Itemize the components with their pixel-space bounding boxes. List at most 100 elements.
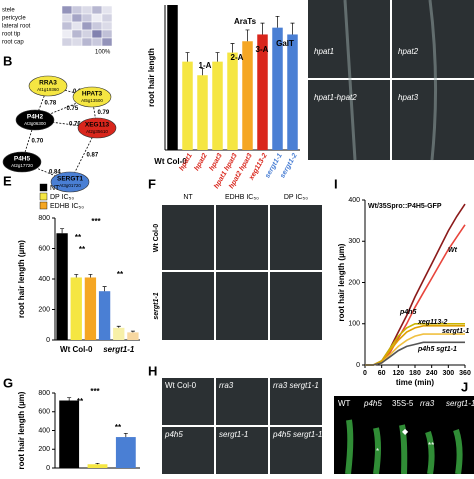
legend-label: NT [50, 185, 60, 192]
error-bar [116, 325, 121, 328]
image-label: hpat2 [398, 47, 419, 56]
column-label: DP IC₅₀ [284, 194, 308, 201]
y-tick-label: 800 [38, 215, 50, 222]
node-name: HPAT3 [82, 91, 103, 98]
error-bar [215, 52, 220, 62]
edge-label: 0.70 [32, 139, 44, 145]
image-label: rra3 [420, 399, 435, 408]
x-tick-label: hpat2 [193, 152, 208, 172]
y-axis-title: root hair length [147, 48, 156, 107]
panel-label: I [334, 176, 338, 191]
heatmap-cell [91, 21, 103, 31]
image-label: hpat3 [398, 93, 419, 102]
node [50, 171, 90, 193]
y-tick-label: 0 [46, 337, 50, 344]
y-tick-label: 0 [356, 362, 360, 369]
node-name: XEG113 [85, 122, 110, 129]
bar [87, 464, 108, 468]
error-bar [230, 43, 235, 53]
heatmap-cell [81, 29, 93, 39]
error-bar [130, 330, 135, 333]
heatmap-cell [91, 29, 103, 39]
x-tick-label: Wt Col-0 [154, 157, 187, 166]
legend-label: DP IC₅₀ [50, 194, 74, 201]
error-bar [200, 68, 205, 76]
heatmap-cell [81, 13, 93, 23]
bar [56, 233, 68, 340]
image-label: WT [338, 399, 351, 408]
panel-label: H [148, 363, 157, 378]
error-bar [95, 462, 100, 465]
row-label: root cap [2, 40, 24, 46]
panel-j: WT p4h5 35S-5 rra3 sergt1-1 * ◆ ** [334, 396, 474, 475]
x-tick-label: 300 [442, 370, 454, 377]
panel-label: J [461, 379, 468, 394]
node [2, 151, 42, 173]
bar [182, 61, 193, 150]
x-axis-title: time (min) [396, 378, 435, 387]
y-tick-label: 600 [38, 409, 50, 416]
image-label: hpat1-hpat2 [314, 93, 357, 102]
micrograph [308, 80, 390, 160]
x-tick-label: sergt1-1 [103, 345, 135, 354]
row-label: pericycle [2, 16, 26, 22]
y-tick-label: 300 [348, 238, 360, 245]
y-tick-label: 800 [38, 390, 50, 397]
edge-label: 0.84 [49, 170, 61, 176]
error-bar [290, 22, 295, 35]
x-tick-label: hpat3 [208, 152, 223, 172]
heatmap-cell [101, 5, 113, 15]
image-label: p4h5 [363, 399, 382, 408]
root-fluorescence [345, 419, 463, 475]
micrograph [216, 378, 268, 425]
row-label: sergt1-1 [153, 292, 160, 319]
x-tick-label: 360 [459, 370, 471, 377]
series-label: xeg113-2 [417, 319, 448, 326]
y-tick-label: 400 [38, 427, 50, 434]
legend-swatch [39, 183, 48, 192]
node-name: P4H2 [27, 114, 44, 121]
micrograph [270, 378, 322, 425]
series-label: p4h5 [399, 309, 416, 316]
error-bar [60, 228, 65, 234]
marker: ** [428, 441, 434, 450]
annotation: ** [77, 397, 84, 406]
legend-label: EDHB IC₅₀ [50, 203, 84, 210]
node [77, 117, 117, 139]
micrograph [162, 427, 214, 474]
edge-label: 0.78 [45, 101, 57, 107]
node-id: At2g17720 [11, 163, 33, 168]
y-tick-label: 200 [38, 306, 50, 313]
error-bar [67, 397, 72, 401]
root-image [343, 0, 438, 161]
image-label: hpat1 [314, 47, 334, 56]
micrograph [270, 272, 322, 340]
micrograph [162, 205, 214, 270]
edge [34, 85, 49, 121]
bar [287, 34, 298, 150]
row-label: stele [2, 8, 15, 14]
annotation: *** [90, 387, 100, 396]
y-tick-label: 200 [38, 446, 50, 453]
micrograph [216, 427, 268, 474]
bar [257, 34, 268, 150]
heatmap-cell [101, 13, 113, 23]
column-label: NT [183, 194, 193, 201]
y-tick-label: 400 [38, 276, 50, 283]
bar [70, 277, 82, 340]
heatmap-cell [71, 13, 83, 23]
annotation: GalT [276, 39, 294, 48]
error-bar [185, 52, 190, 62]
panel-label: G [3, 375, 13, 390]
heatmap-cell [71, 21, 83, 31]
image-label: sergt1-1 [446, 399, 474, 408]
node-id: At3g06300 [24, 121, 46, 126]
annotation: ** [117, 270, 124, 279]
heatmap-cell [61, 5, 73, 15]
scale-label: 100% [95, 50, 111, 56]
node-id: At5g13500 [81, 98, 103, 103]
node [72, 86, 112, 108]
panel-h: Wt Col-0 rra3 rra3 sergt1-1 p4h5 sergt1-… [162, 378, 322, 474]
edge-label: 0.79 [98, 110, 110, 116]
heatmap-cell [61, 13, 73, 23]
